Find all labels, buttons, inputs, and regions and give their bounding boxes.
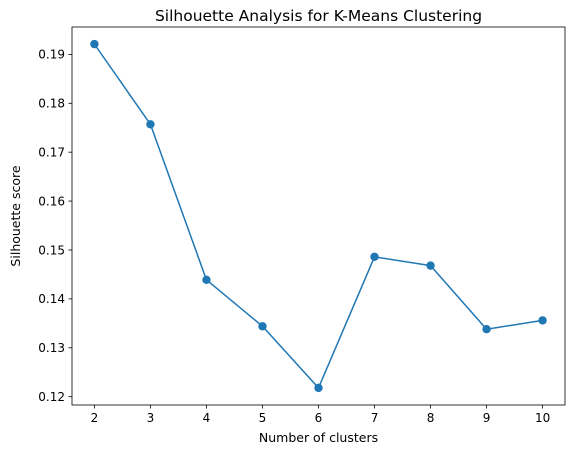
x-tick-label: 8	[427, 411, 435, 425]
x-tick-label: 4	[203, 411, 211, 425]
x-axis-label: Number of clusters	[259, 430, 378, 445]
x-tick-label: 5	[259, 411, 267, 425]
data-point	[538, 316, 547, 325]
chart-title: Silhouette Analysis for K-Means Clusteri…	[155, 7, 482, 25]
data-point	[90, 39, 99, 49]
y-tick-label: 0.14	[38, 292, 65, 306]
y-axis-label: Silhouette score	[8, 165, 23, 266]
y-tick-label: 0.15	[38, 243, 65, 257]
series-points	[90, 39, 547, 393]
data-point	[258, 322, 267, 331]
x-tick-label: 6	[315, 411, 323, 425]
data-point	[202, 275, 211, 285]
y-tick-label: 0.18	[38, 97, 65, 111]
data-point	[146, 120, 155, 129]
plot-frame	[71, 26, 566, 406]
x-tick-label: 2	[91, 411, 99, 425]
x-tick-label: 3	[147, 411, 155, 425]
y-axis-ticks: 0.12 0.13 0.14 0.15 0.16 0.17 0.18 0.19	[38, 48, 72, 404]
data-point	[482, 325, 491, 334]
plot-area-background	[72, 27, 565, 405]
y-tick-label: 0.12	[38, 390, 65, 404]
x-tick-label: 9	[483, 411, 491, 425]
y-tick-label: 0.16	[38, 194, 65, 208]
y-tick-label: 0.19	[38, 48, 65, 62]
x-tick-label: 10	[535, 411, 550, 425]
data-point	[370, 252, 379, 262]
y-tick-label: 0.17	[38, 145, 65, 159]
x-tick-label: 7	[371, 411, 379, 425]
x-axis-ticks: 2 3 4 5 6 7 8 9 10	[91, 405, 550, 425]
y-tick-label: 0.13	[38, 341, 65, 355]
data-point	[314, 383, 323, 393]
data-point	[426, 261, 435, 270]
